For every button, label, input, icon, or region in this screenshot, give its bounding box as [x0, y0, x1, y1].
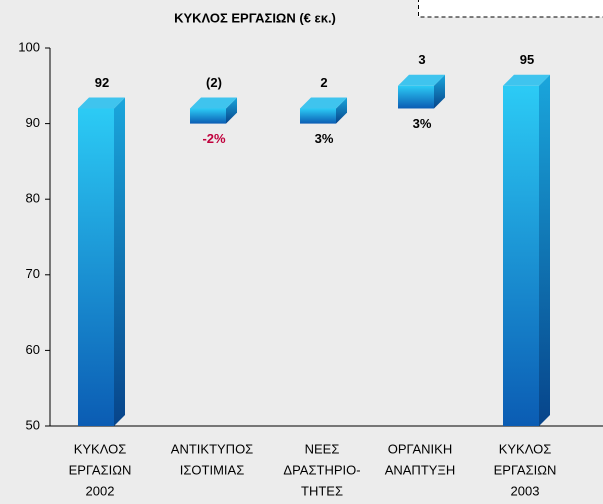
value-label: (2): [206, 75, 222, 90]
bar-side: [114, 97, 125, 426]
percent-label: -2%: [202, 131, 226, 146]
bar: [190, 108, 226, 124]
bar: [300, 108, 336, 124]
bar-top: [190, 97, 237, 109]
x-tick-label: ΕΡΓΑΣΙΩΝ: [494, 462, 557, 477]
chart-title: ΚΥΚΛΟΣ ΕΡΓΑΣΙΩΝ (€ εκ.): [174, 10, 336, 25]
y-tick-label: 90: [26, 115, 40, 130]
value-label: 3: [418, 52, 425, 67]
x-tick-label: ΔΡΑΣΤΗΡΙΟ-: [283, 462, 360, 477]
bar-side: [434, 74, 445, 109]
value-label: 92: [95, 75, 109, 90]
bar: [78, 108, 114, 426]
bar: [398, 85, 434, 109]
x-tick-label: ΚΥΚΛΟΣ: [499, 441, 552, 456]
y-tick-label: 100: [18, 39, 40, 54]
x-tick-label: ΚΥΚΛΟΣ: [74, 441, 127, 456]
bar-top: [503, 74, 550, 86]
y-tick-label: 70: [26, 266, 40, 281]
bar-side: [226, 97, 237, 124]
x-tick-label: ΙΣΟΤΙΜΙΑΣ: [180, 462, 244, 477]
y-tick-label: 80: [26, 191, 40, 206]
value-label: 95: [520, 52, 534, 67]
bar-side: [539, 74, 550, 427]
x-tick-label: 2003: [511, 483, 540, 498]
y-tick-label: 60: [26, 342, 40, 357]
dashed-box: [418, 0, 603, 18]
y-tick-label: 50: [26, 417, 40, 432]
bar-top: [300, 97, 347, 109]
x-tick-label: ΑΝΑΠΤΥΞΗ: [385, 462, 456, 477]
bar-top: [398, 74, 445, 86]
x-tick-label: ΟΡΓΑΝΙΚΗ: [388, 441, 452, 456]
bar-top: [78, 97, 125, 109]
bar-side: [336, 97, 347, 124]
value-label: 2: [320, 75, 327, 90]
x-tick-label: ΕΡΓΑΣΙΩΝ: [69, 462, 132, 477]
bar: [503, 85, 539, 427]
x-tick-label: ΤΗΤΕΣ: [301, 483, 343, 498]
x-tick-label: 2002: [86, 483, 115, 498]
percent-label: 3%: [315, 131, 334, 146]
percent-label: 3%: [413, 116, 432, 131]
x-tick-label: ΝΕΕΣ: [305, 441, 340, 456]
x-tick-label: ΑΝΤΙΚΤΥΠΟΣ: [171, 441, 253, 456]
